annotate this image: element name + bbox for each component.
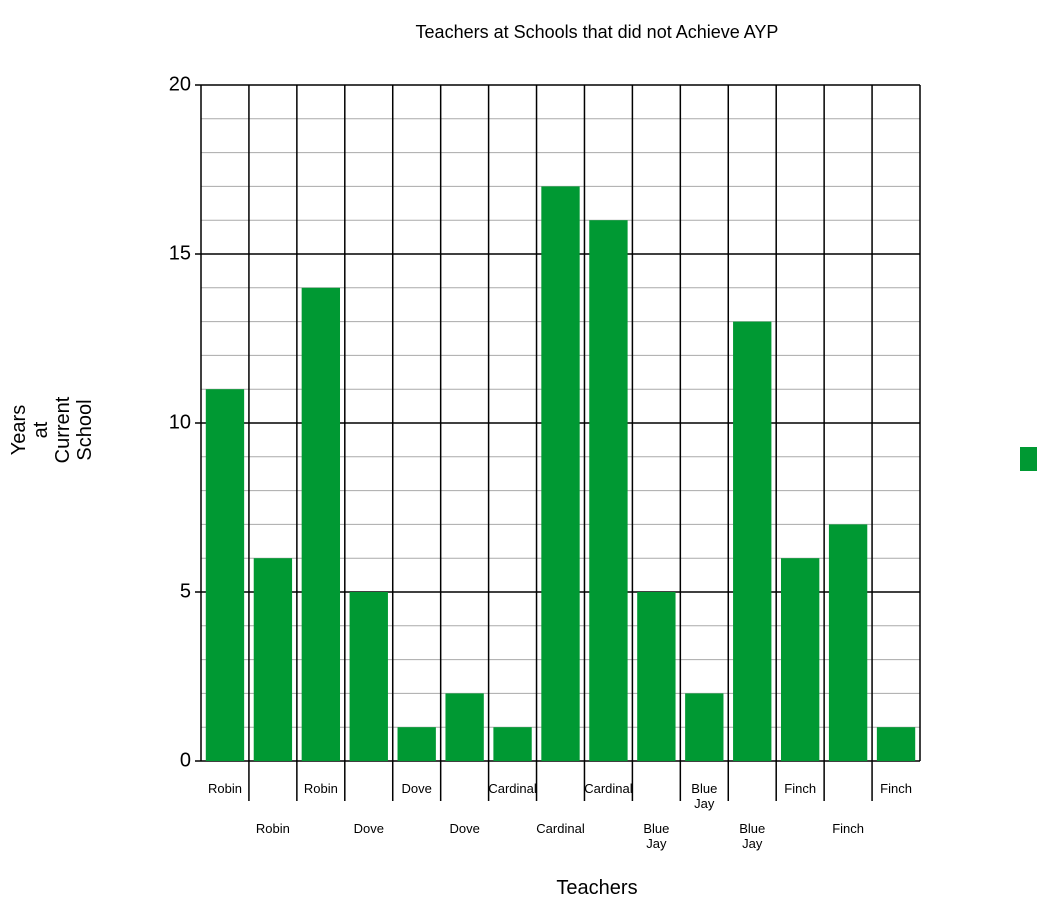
bar	[301, 287, 341, 761]
x-axis-title: Teachers	[556, 877, 638, 899]
bar	[541, 186, 580, 761]
bar	[876, 727, 916, 761]
y-tick-label: 5	[180, 580, 191, 602]
x-tick-label: Robin	[303, 781, 338, 796]
x-tick-label: Finch	[880, 781, 912, 796]
y-tick-label: 0	[180, 749, 191, 771]
bar	[589, 220, 628, 761]
x-tick-label: Dove	[353, 821, 384, 836]
x-tick-label: Blue Jay	[691, 781, 718, 811]
bar	[637, 592, 676, 761]
x-tick-label: Cardinal	[488, 781, 537, 796]
bar	[349, 592, 388, 761]
bar	[733, 321, 772, 761]
bar	[685, 693, 724, 761]
x-tick-label: Blue Jay	[739, 821, 766, 851]
y-tick-label: 15	[169, 242, 191, 264]
bar	[445, 693, 484, 761]
x-tick-label: Dove	[401, 781, 432, 796]
chart-title: Teachers at Schools that did not Achieve…	[415, 22, 779, 42]
x-tick-label: Finch	[832, 821, 864, 836]
legend-swatch	[1020, 447, 1037, 471]
x-tick-label: Cardinal	[536, 821, 585, 836]
bar	[205, 389, 245, 761]
x-tick-label: Dove	[449, 821, 480, 836]
bar	[780, 558, 820, 761]
x-tick-label: Blue Jay	[643, 821, 670, 851]
bar	[493, 727, 532, 761]
bar	[253, 558, 293, 761]
y-axis-title: Years at Current School	[8, 396, 96, 464]
x-tick-label: Cardinal	[584, 781, 633, 796]
y-tick-label: 20	[169, 73, 191, 95]
x-tick-label: Robin	[255, 821, 290, 836]
x-tick-label: Robin	[207, 781, 242, 796]
y-tick-label: 10	[169, 411, 191, 433]
bar	[828, 524, 868, 761]
x-tick-label: Finch	[784, 781, 817, 796]
bar	[397, 727, 436, 761]
